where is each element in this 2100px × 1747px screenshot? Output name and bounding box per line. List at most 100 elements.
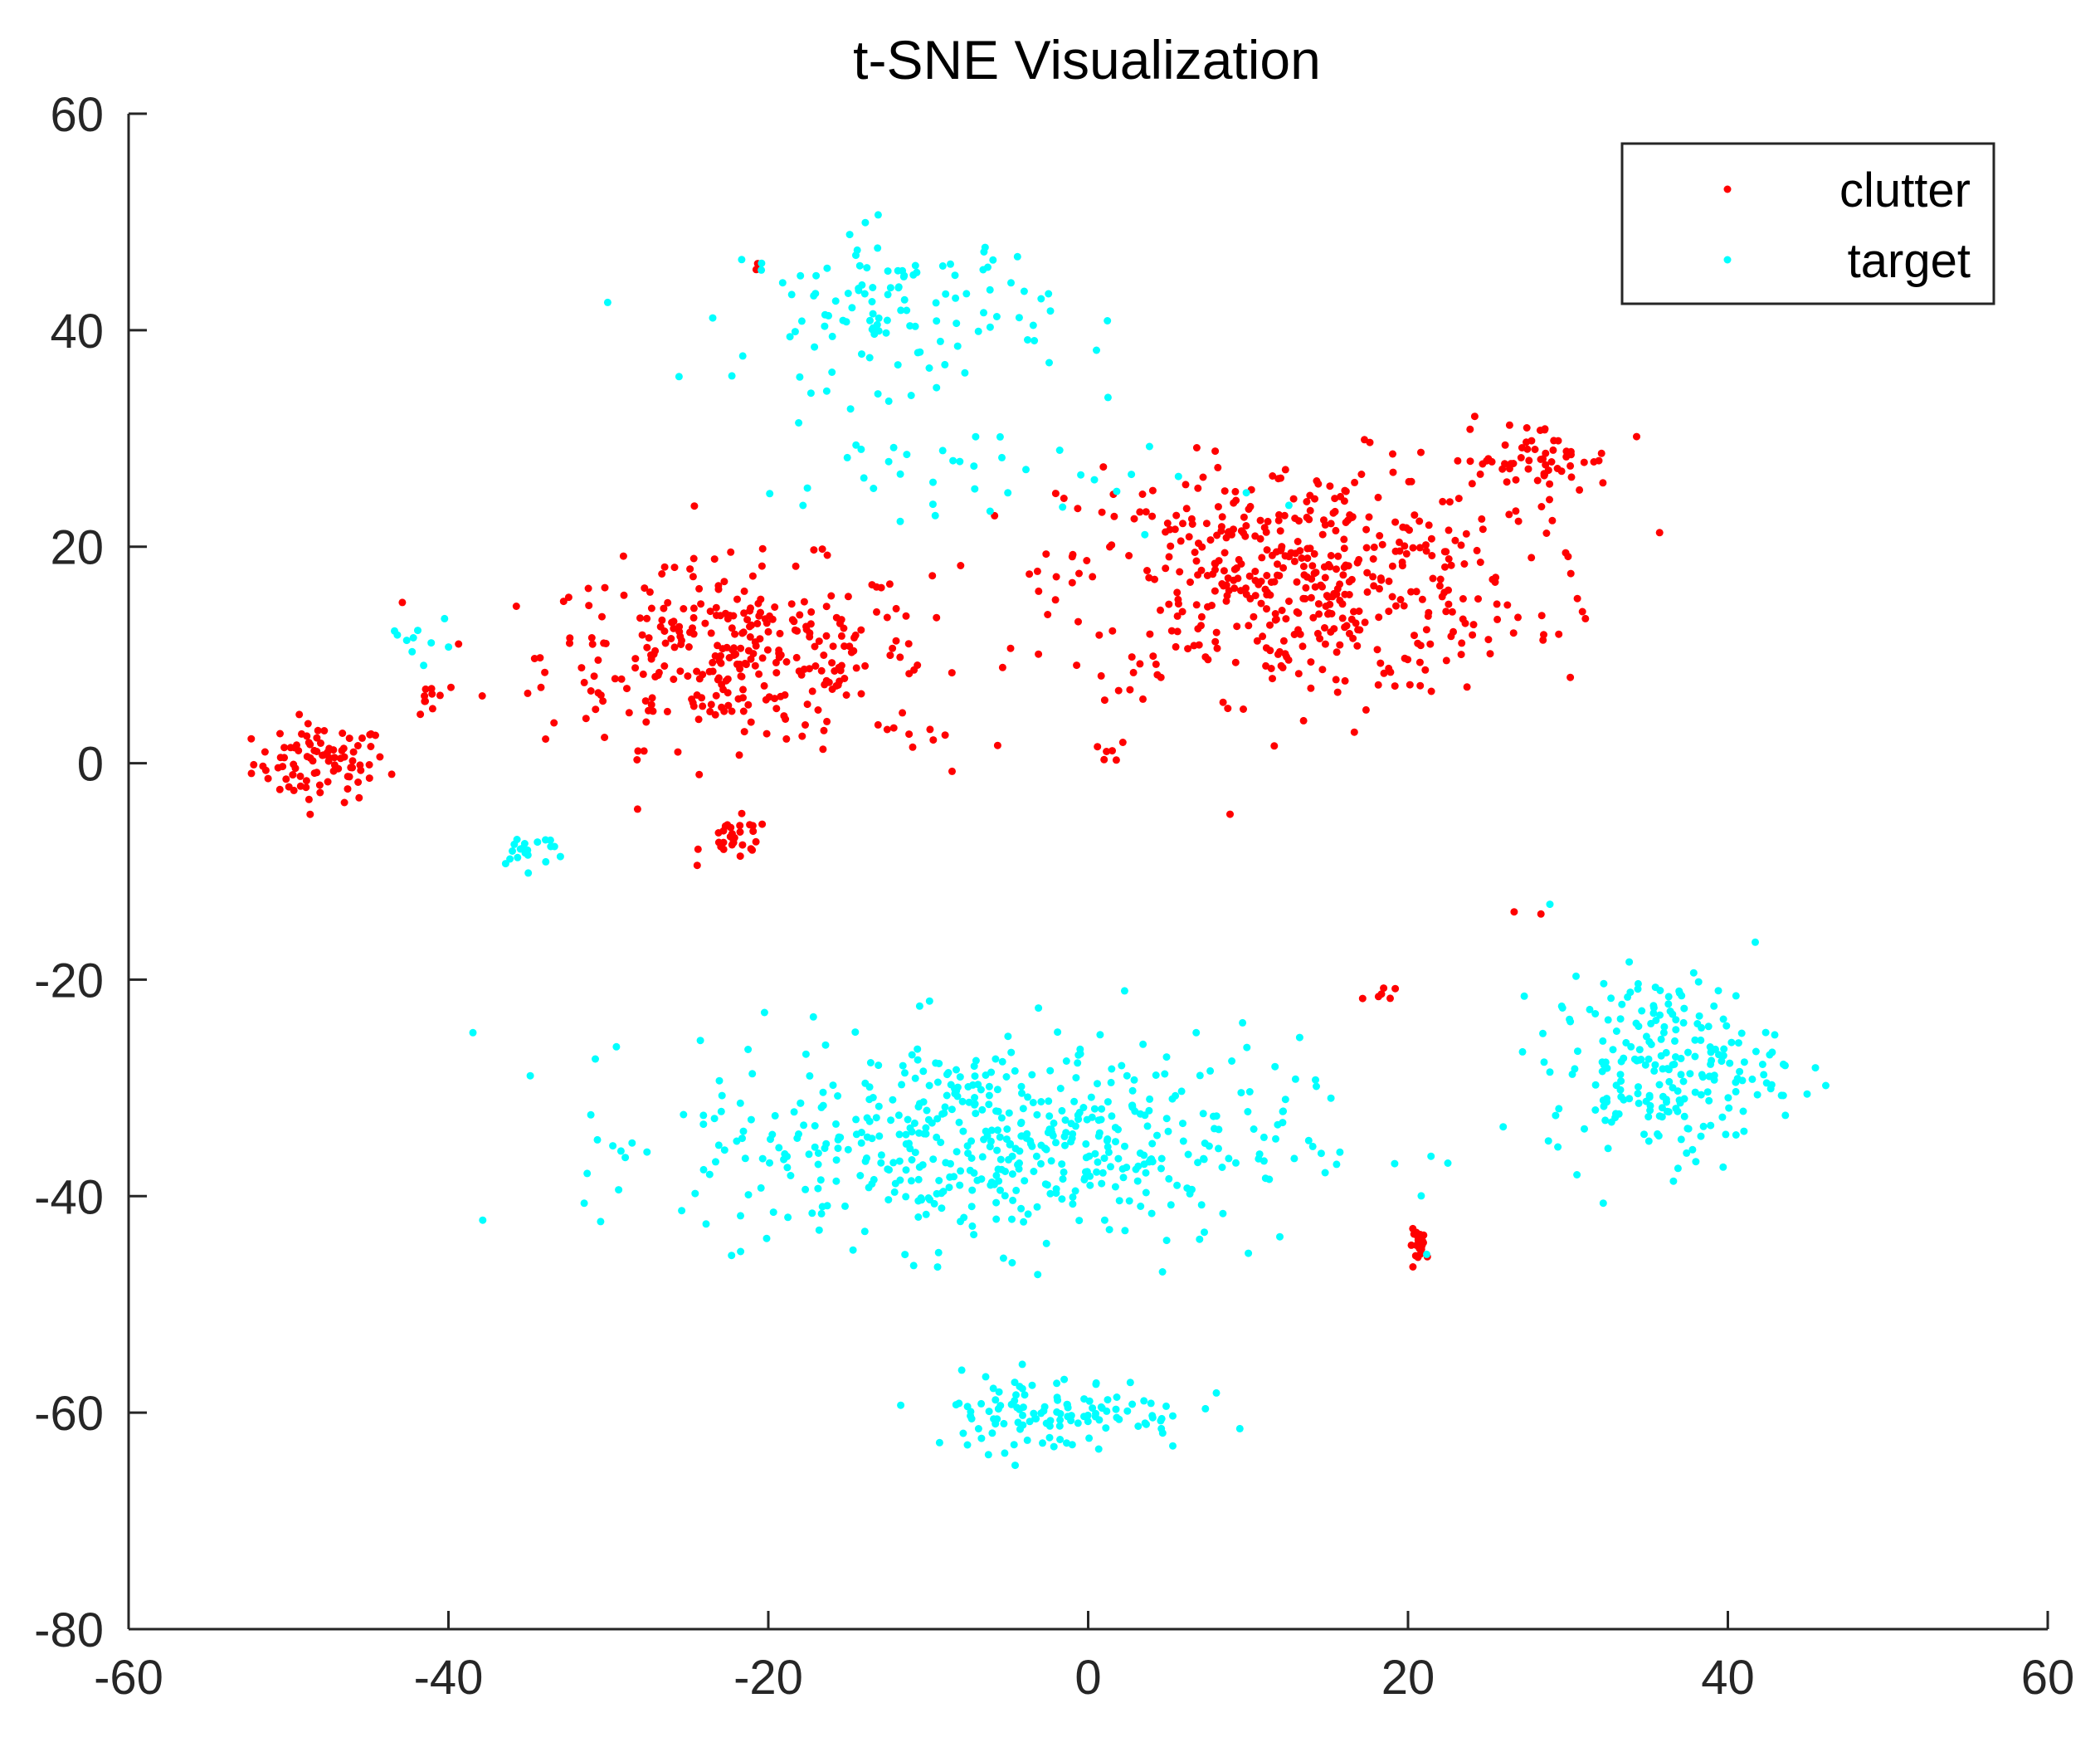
point-clutter xyxy=(1469,621,1478,629)
point-clutter xyxy=(348,764,357,772)
point-target xyxy=(1654,1130,1662,1138)
point-target xyxy=(709,314,717,322)
point-clutter xyxy=(1291,515,1299,522)
point-target xyxy=(1237,1089,1245,1097)
point-target xyxy=(1042,1145,1050,1154)
point-target xyxy=(1107,1078,1115,1086)
point-clutter xyxy=(1153,671,1162,679)
point-target xyxy=(865,354,874,362)
point-target xyxy=(933,1078,942,1086)
point-clutter xyxy=(1369,555,1377,563)
point-target xyxy=(889,1096,897,1104)
point-target xyxy=(1732,1131,1740,1139)
point-target xyxy=(863,264,871,272)
point-target xyxy=(1104,1098,1112,1106)
point-clutter xyxy=(302,777,310,785)
point-clutter xyxy=(1468,480,1476,488)
point-target xyxy=(907,392,915,399)
point-target xyxy=(1130,1076,1138,1084)
point-target xyxy=(914,1213,923,1221)
point-clutter xyxy=(344,785,352,793)
point-target xyxy=(738,256,746,264)
point-target xyxy=(1672,1026,1680,1034)
point-clutter xyxy=(421,697,430,705)
point-target xyxy=(902,1130,910,1139)
point-target xyxy=(1037,1098,1045,1105)
point-clutter xyxy=(798,732,806,740)
point-target xyxy=(1172,1091,1180,1100)
point-clutter xyxy=(1524,465,1532,473)
point-clutter xyxy=(1428,552,1436,559)
point-target xyxy=(993,1086,1001,1094)
point-target xyxy=(1684,1048,1692,1056)
point-target xyxy=(1126,1379,1134,1387)
point-target xyxy=(1271,1062,1279,1071)
point-clutter xyxy=(1418,595,1426,603)
point-target xyxy=(1235,1424,1244,1432)
point-clutter xyxy=(1376,532,1384,539)
point-target xyxy=(963,1142,972,1150)
point-clutter xyxy=(736,852,744,861)
point-target xyxy=(887,1116,895,1125)
point-clutter xyxy=(819,745,827,754)
point-target xyxy=(900,271,909,280)
point-clutter xyxy=(719,645,727,653)
point-clutter xyxy=(1479,460,1487,468)
point-clutter xyxy=(1179,520,1186,528)
point-clutter xyxy=(667,635,675,642)
point-target xyxy=(1633,1056,1641,1065)
point-clutter xyxy=(1391,984,1400,993)
point-clutter xyxy=(1376,659,1385,667)
point-clutter xyxy=(631,655,640,663)
point-target xyxy=(866,316,874,325)
point-clutter xyxy=(646,588,654,596)
point-clutter xyxy=(279,763,287,771)
point-target xyxy=(957,1218,964,1226)
point-target xyxy=(965,1098,973,1106)
point-clutter xyxy=(739,707,748,715)
point-target xyxy=(935,1060,943,1067)
point-target xyxy=(914,1175,923,1183)
point-clutter xyxy=(1518,444,1526,451)
point-clutter xyxy=(1409,1263,1417,1271)
point-target xyxy=(1090,1105,1099,1113)
point-clutter xyxy=(1373,646,1381,654)
point-target xyxy=(1686,1070,1694,1078)
point-target xyxy=(1096,1031,1104,1039)
point-clutter xyxy=(340,798,348,807)
point-clutter xyxy=(751,638,759,647)
point-clutter xyxy=(1186,578,1194,586)
point-clutter xyxy=(1230,584,1239,593)
point-target xyxy=(1660,1022,1669,1031)
point-target xyxy=(1169,1412,1177,1420)
point-target xyxy=(846,405,855,413)
point-target xyxy=(1114,1125,1122,1134)
point-clutter xyxy=(748,621,756,629)
point-clutter xyxy=(1479,525,1487,534)
point-clutter xyxy=(536,654,544,662)
point-clutter xyxy=(764,627,772,636)
point-clutter xyxy=(802,721,809,729)
point-target xyxy=(971,1072,979,1081)
point-target xyxy=(1125,1197,1133,1205)
point-clutter xyxy=(1214,463,1222,471)
point-clutter xyxy=(842,691,850,699)
point-target xyxy=(1121,1142,1128,1150)
point-clutter xyxy=(275,785,284,793)
point-clutter xyxy=(428,705,436,713)
point-clutter xyxy=(633,805,641,813)
point-target xyxy=(977,1399,986,1408)
point-clutter xyxy=(851,631,860,639)
point-clutter xyxy=(1336,597,1344,604)
point-target xyxy=(863,1133,871,1141)
point-target xyxy=(1218,1164,1226,1171)
point-target xyxy=(1128,1400,1137,1408)
point-clutter xyxy=(1331,495,1339,503)
point-clutter xyxy=(365,774,373,783)
point-target xyxy=(994,1107,1002,1115)
point-target xyxy=(922,1210,930,1218)
point-clutter xyxy=(1174,600,1182,608)
point-target xyxy=(828,368,836,376)
point-target xyxy=(615,1186,623,1194)
point-clutter xyxy=(658,570,666,578)
